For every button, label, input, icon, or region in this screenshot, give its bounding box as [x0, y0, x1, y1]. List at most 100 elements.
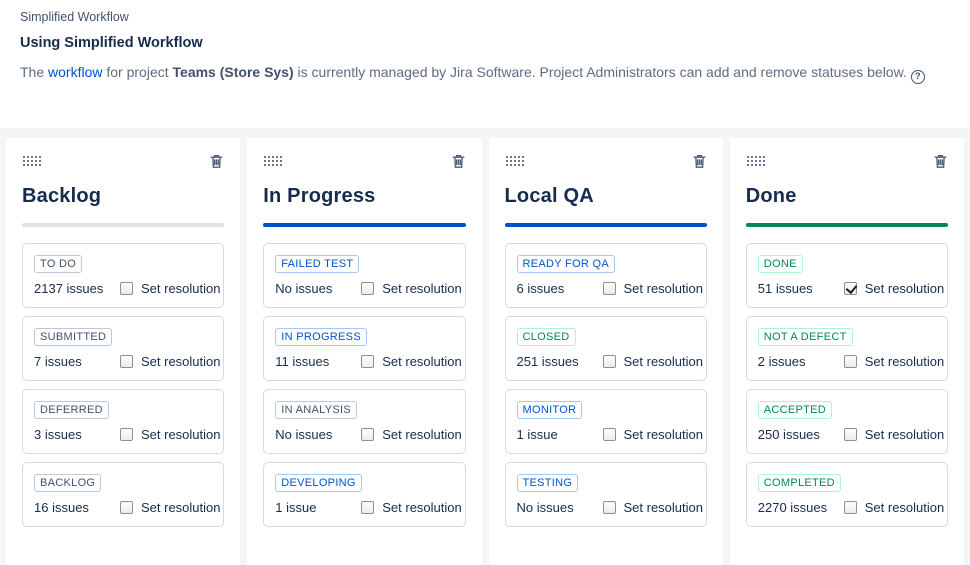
issue-count: 51 issues [757, 281, 813, 296]
status-card-list: DONE 51 issues Set resolution NOT A DEFE… [745, 243, 948, 527]
set-resolution-checkbox[interactable] [843, 428, 857, 441]
set-resolution-checkbox[interactable] [602, 355, 616, 368]
project-name: Teams (Store Sys) [172, 64, 294, 80]
status-card[interactable]: MONITOR 1 issue Set resolution [504, 389, 707, 454]
status-lozenge: NOT A DEFECT [757, 328, 853, 346]
column-toolbar [505, 152, 707, 170]
set-resolution-checkbox[interactable] [602, 428, 616, 441]
column-title: Done [745, 185, 797, 207]
description-text: The [20, 64, 49, 80]
status-card[interactable]: DONE 51 issues Set resolution [745, 243, 948, 308]
status-card[interactable]: DEFERRED 3 issues Set resolution [22, 389, 225, 454]
set-resolution-checkbox[interactable] [843, 355, 857, 368]
issue-count: 2137 issues [34, 281, 104, 296]
set-resolution-label: Set resolution [623, 427, 704, 442]
breadcrumb: Simplified Workflow [20, 10, 129, 24]
delete-column-button[interactable] [933, 153, 948, 169]
status-lozenge: DEFERRED [34, 401, 109, 419]
delete-column-button[interactable] [451, 153, 466, 169]
set-resolution-label: Set resolution [382, 427, 462, 442]
set-resolution-checkbox[interactable] [361, 428, 375, 441]
set-resolution-checkbox[interactable] [602, 501, 616, 514]
workflow-column-local-qa: Local QA READY FOR QA 6 issues Set resol… [488, 138, 723, 565]
set-resolution-label: Set resolution [382, 281, 462, 296]
status-card[interactable]: DEVELOPING 1 issue Set resolution [263, 462, 466, 527]
drag-handle-icon[interactable] [505, 155, 525, 167]
set-resolution-checkbox[interactable] [120, 428, 133, 441]
trash-icon [692, 155, 707, 172]
status-lozenge: CLOSED [516, 328, 576, 346]
status-card[interactable]: CLOSED 251 issues Set resolution [504, 316, 707, 381]
status-card[interactable]: IN PROGRESS 11 issues Set resolution [263, 316, 466, 381]
issue-count: 2270 issues [757, 500, 828, 515]
status-lozenge: MONITOR [516, 401, 583, 419]
issue-count: No issues [275, 281, 333, 296]
set-resolution-checkbox[interactable] [361, 282, 375, 295]
status-card[interactable]: TESTING No issues Set resolution [504, 462, 707, 527]
column-title: Local QA [504, 185, 594, 207]
status-card[interactable]: ACCEPTED 250 issues Set resolution [745, 389, 948, 454]
status-lozenge: IN ANALYSIS [275, 401, 357, 419]
workflow-column-backlog: Backlog TO DO 2137 issues Set resolution… [6, 138, 241, 565]
set-resolution-label: Set resolution [864, 427, 945, 442]
set-resolution-checkbox[interactable] [120, 355, 133, 368]
column-title: Backlog [22, 185, 102, 207]
issue-count: 1 issue [275, 500, 317, 515]
issue-count: 1 issue [516, 427, 558, 442]
issue-count: 250 issues [757, 427, 820, 442]
workflow-board: Backlog TO DO 2137 issues Set resolution… [0, 128, 970, 565]
set-resolution-checkbox[interactable] [361, 501, 375, 514]
set-resolution-label: Set resolution [141, 427, 221, 442]
page-header: Simplified Workflow Using Simplified Wor… [0, 0, 970, 128]
column-accent-bar [263, 223, 466, 227]
status-card-list: FAILED TEST No issues Set resolution IN … [263, 243, 466, 527]
column-toolbar [263, 152, 465, 170]
column-toolbar [746, 152, 948, 170]
issue-count: No issues [516, 500, 574, 515]
status-lozenge: BACKLOG [34, 474, 102, 492]
set-resolution-checkbox[interactable] [843, 282, 857, 295]
set-resolution-label: Set resolution [141, 281, 221, 296]
set-resolution-checkbox[interactable] [361, 355, 375, 368]
description-text: is currently managed by Jira Software. P… [293, 64, 907, 80]
set-resolution-label: Set resolution [623, 281, 704, 296]
status-card[interactable]: TO DO 2137 issues Set resolution [22, 243, 225, 308]
issue-count: 6 issues [516, 281, 565, 296]
status-card[interactable]: BACKLOG 16 issues Set resolution [22, 462, 225, 527]
column-accent-bar [22, 223, 225, 227]
set-resolution-checkbox[interactable] [602, 282, 616, 295]
status-lozenge: COMPLETED [757, 474, 841, 492]
help-icon[interactable]: ? [910, 69, 925, 84]
status-card[interactable]: NOT A DEFECT 2 issues Set resolution [745, 316, 948, 381]
set-resolution-checkbox[interactable] [120, 282, 133, 295]
trash-icon [451, 155, 466, 172]
status-lozenge: TO DO [34, 255, 83, 273]
delete-column-button[interactable] [209, 153, 224, 169]
status-lozenge: IN PROGRESS [275, 328, 367, 346]
workflow-column-in-progress: In Progress FAILED TEST No issues Set re… [247, 138, 482, 565]
issue-count: 11 issues [275, 354, 330, 369]
issue-count: 2 issues [757, 354, 806, 369]
drag-handle-icon[interactable] [263, 155, 283, 167]
status-card-list: TO DO 2137 issues Set resolution SUBMITT… [22, 243, 225, 527]
workflow-column-done: Done DONE 51 issues Set resolution NOT A… [729, 138, 964, 565]
trash-icon [209, 155, 224, 172]
status-card[interactable]: FAILED TEST No issues Set resolution [263, 243, 466, 308]
status-card[interactable]: COMPLETED 2270 issues Set resolution [745, 462, 948, 527]
status-card[interactable]: SUBMITTED 7 issues Set resolution [22, 316, 225, 381]
set-resolution-label: Set resolution [141, 354, 221, 369]
trash-icon [933, 155, 948, 172]
set-resolution-checkbox[interactable] [120, 501, 133, 514]
status-lozenge: SUBMITTED [34, 328, 113, 346]
status-card[interactable]: READY FOR QA 6 issues Set resolution [504, 243, 707, 308]
status-card-list: READY FOR QA 6 issues Set resolution CLO… [504, 243, 707, 527]
column-accent-bar [504, 223, 707, 227]
issue-count: 3 issues [34, 427, 82, 442]
drag-handle-icon[interactable] [746, 155, 766, 167]
delete-column-button[interactable] [692, 153, 707, 169]
set-resolution-checkbox[interactable] [843, 501, 857, 514]
workflow-link[interactable]: workflow [48, 64, 103, 80]
status-lozenge: READY FOR QA [516, 255, 616, 273]
status-card[interactable]: IN ANALYSIS No issues Set resolution [263, 389, 466, 454]
drag-handle-icon[interactable] [22, 155, 42, 167]
